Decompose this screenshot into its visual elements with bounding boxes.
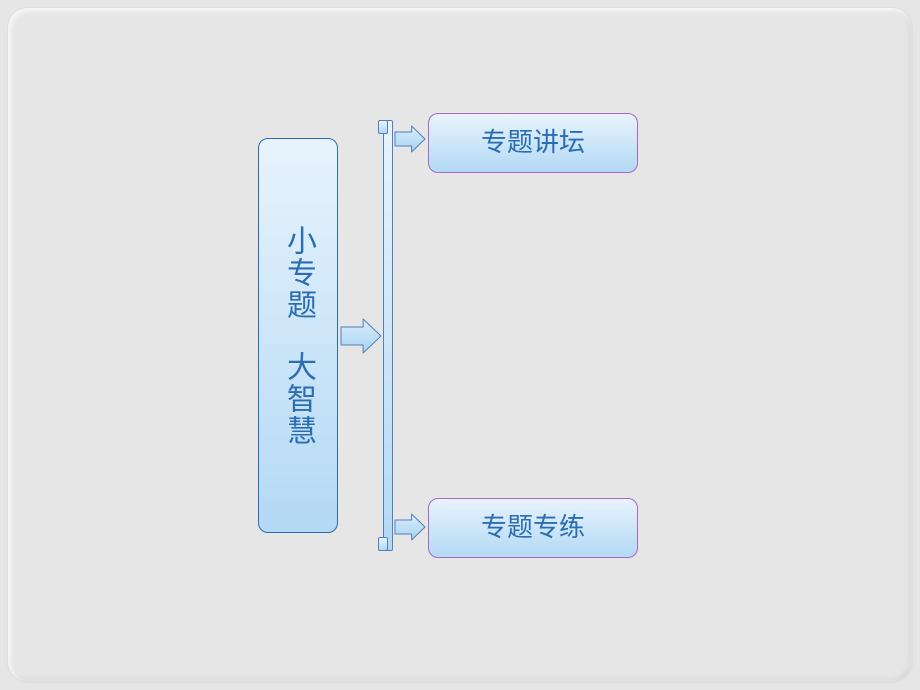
practice-box: 专题专练	[428, 498, 638, 558]
bracket-top-tab	[378, 120, 388, 134]
main-line1: 小专题	[277, 225, 319, 321]
main-topic-box: 小专题 大智慧	[258, 138, 338, 533]
bracket-vertical	[383, 120, 393, 551]
practice-label: 专题专练	[481, 515, 585, 541]
bracket-bottom-tab	[378, 537, 388, 551]
slide-card: 小专题 大智慧 专题讲坛 专题专练	[8, 8, 912, 682]
lecture-box: 专题讲坛	[428, 113, 638, 173]
lecture-label: 专题讲坛	[481, 130, 585, 156]
arrow-top-icon	[394, 125, 426, 153]
arrow-bottom-icon	[394, 513, 426, 541]
arrow-main-icon	[340, 318, 382, 354]
main-line2: 大智慧	[277, 351, 319, 447]
